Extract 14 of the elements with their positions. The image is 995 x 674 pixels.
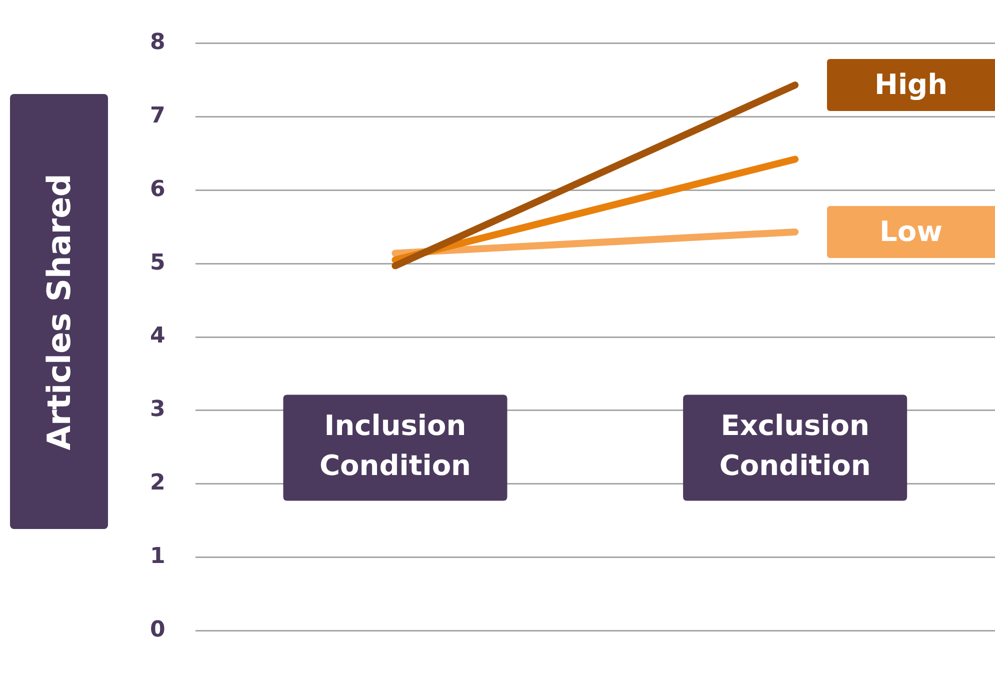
y-tick-label: 4 (150, 324, 166, 349)
name-tag: High (827, 59, 995, 112)
y-axis-title: Articles Shared (40, 173, 78, 450)
x-tick-label: Exclusion Condition (719, 409, 871, 482)
name-tag: Low (827, 206, 995, 258)
y-tick-label: 5 (150, 250, 166, 276)
y-tick-label: 3 (150, 397, 166, 422)
y-tick-label: 8 (150, 30, 166, 55)
y-tick-label: 1 (150, 544, 166, 570)
y-tick-label: 2 (150, 470, 166, 496)
x-tick-label: Inclusion Condition (319, 409, 471, 482)
y-tick-label: 0 (150, 618, 166, 643)
y-tick-label: 7 (150, 103, 166, 128)
y-tick-label: 6 (150, 176, 166, 202)
